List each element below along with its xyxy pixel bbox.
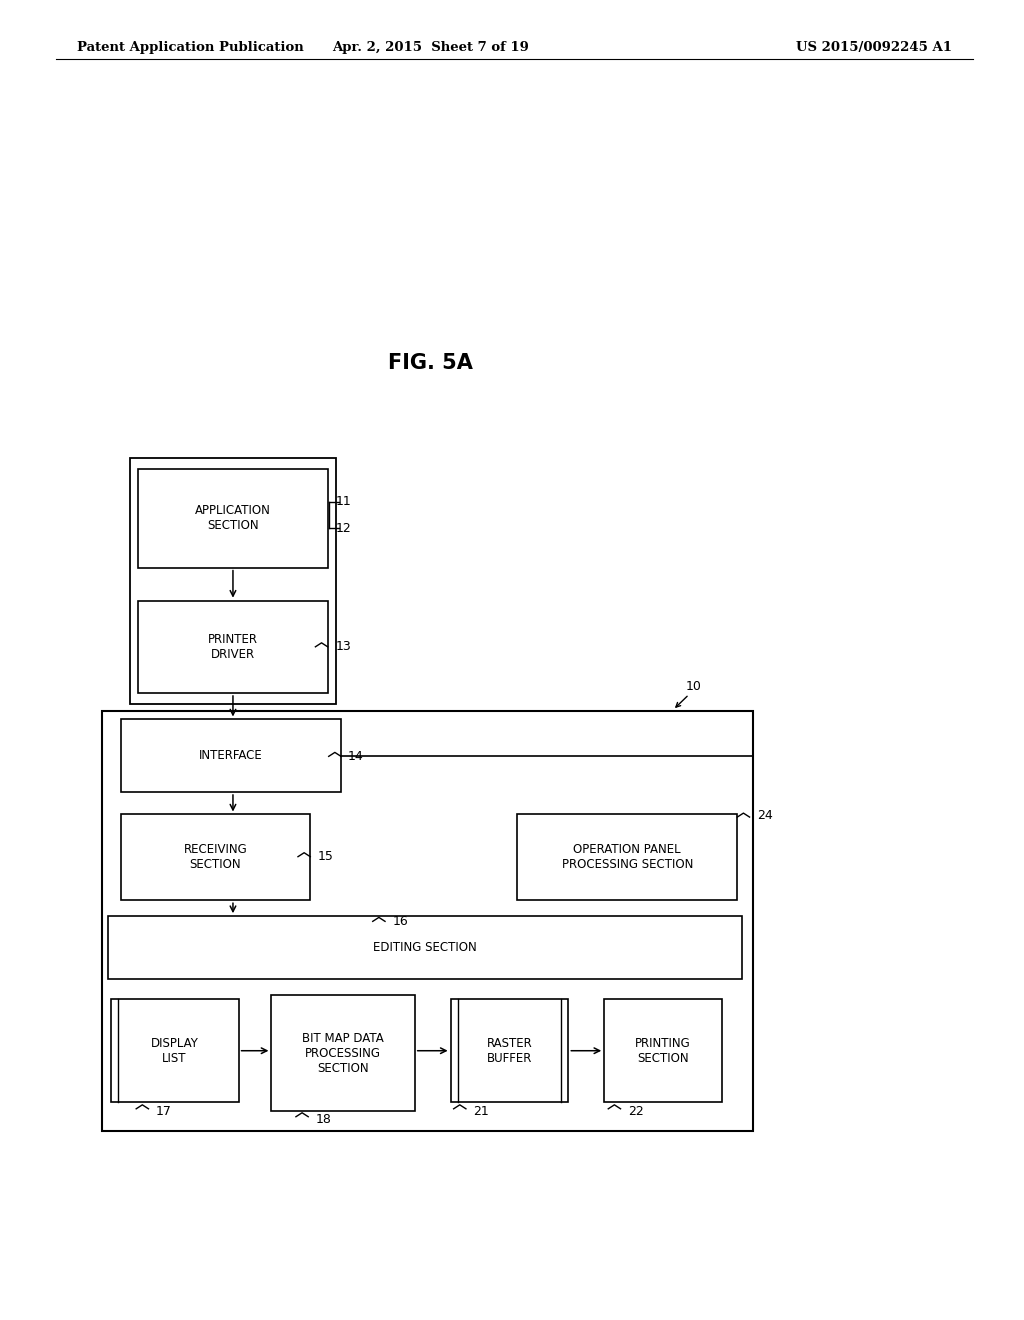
Bar	[138, 601, 328, 693]
Text: 22: 22	[628, 1105, 643, 1118]
Text: 10: 10	[686, 680, 702, 693]
Bar	[121, 719, 341, 792]
Text: 15: 15	[317, 850, 334, 863]
Text: FIG. 5A: FIG. 5A	[388, 352, 472, 374]
Text: 16: 16	[392, 915, 408, 928]
Text: US 2015/0092245 A1: US 2015/0092245 A1	[797, 41, 952, 54]
Bar	[138, 469, 328, 568]
Text: 11: 11	[336, 495, 351, 508]
Text: OPERATION PANEL
PROCESSING SECTION: OPERATION PANEL PROCESSING SECTION	[561, 843, 693, 871]
Text: Patent Application Publication: Patent Application Publication	[77, 41, 303, 54]
Text: RASTER
BUFFER: RASTER BUFFER	[486, 1036, 532, 1065]
Text: PRINTING
SECTION: PRINTING SECTION	[635, 1036, 691, 1065]
Text: 13: 13	[336, 640, 351, 653]
Text: INTERFACE: INTERFACE	[199, 750, 263, 762]
Text: EDITING SECTION: EDITING SECTION	[373, 941, 477, 954]
Bar	[604, 999, 722, 1102]
Text: 24: 24	[757, 809, 772, 822]
Text: 14: 14	[348, 750, 364, 763]
Bar	[121, 814, 310, 900]
Text: Apr. 2, 2015  Sheet 7 of 19: Apr. 2, 2015 Sheet 7 of 19	[332, 41, 528, 54]
Text: PRINTER
DRIVER: PRINTER DRIVER	[208, 632, 258, 661]
Bar	[102, 711, 753, 1131]
Bar	[111, 999, 239, 1102]
Text: RECEIVING
SECTION: RECEIVING SECTION	[183, 843, 248, 871]
Text: 18: 18	[315, 1113, 332, 1126]
Text: 12: 12	[336, 521, 351, 535]
Text: DISPLAY
LIST: DISPLAY LIST	[151, 1036, 199, 1065]
Bar	[517, 814, 737, 900]
Text: BIT MAP DATA
PROCESSING
SECTION: BIT MAP DATA PROCESSING SECTION	[302, 1032, 384, 1074]
Text: 21: 21	[473, 1105, 488, 1118]
Bar	[451, 999, 568, 1102]
Bar	[130, 458, 336, 704]
Bar	[271, 995, 415, 1111]
Bar	[108, 916, 742, 979]
Text: 17: 17	[156, 1105, 172, 1118]
Text: APPLICATION
SECTION: APPLICATION SECTION	[195, 504, 271, 532]
